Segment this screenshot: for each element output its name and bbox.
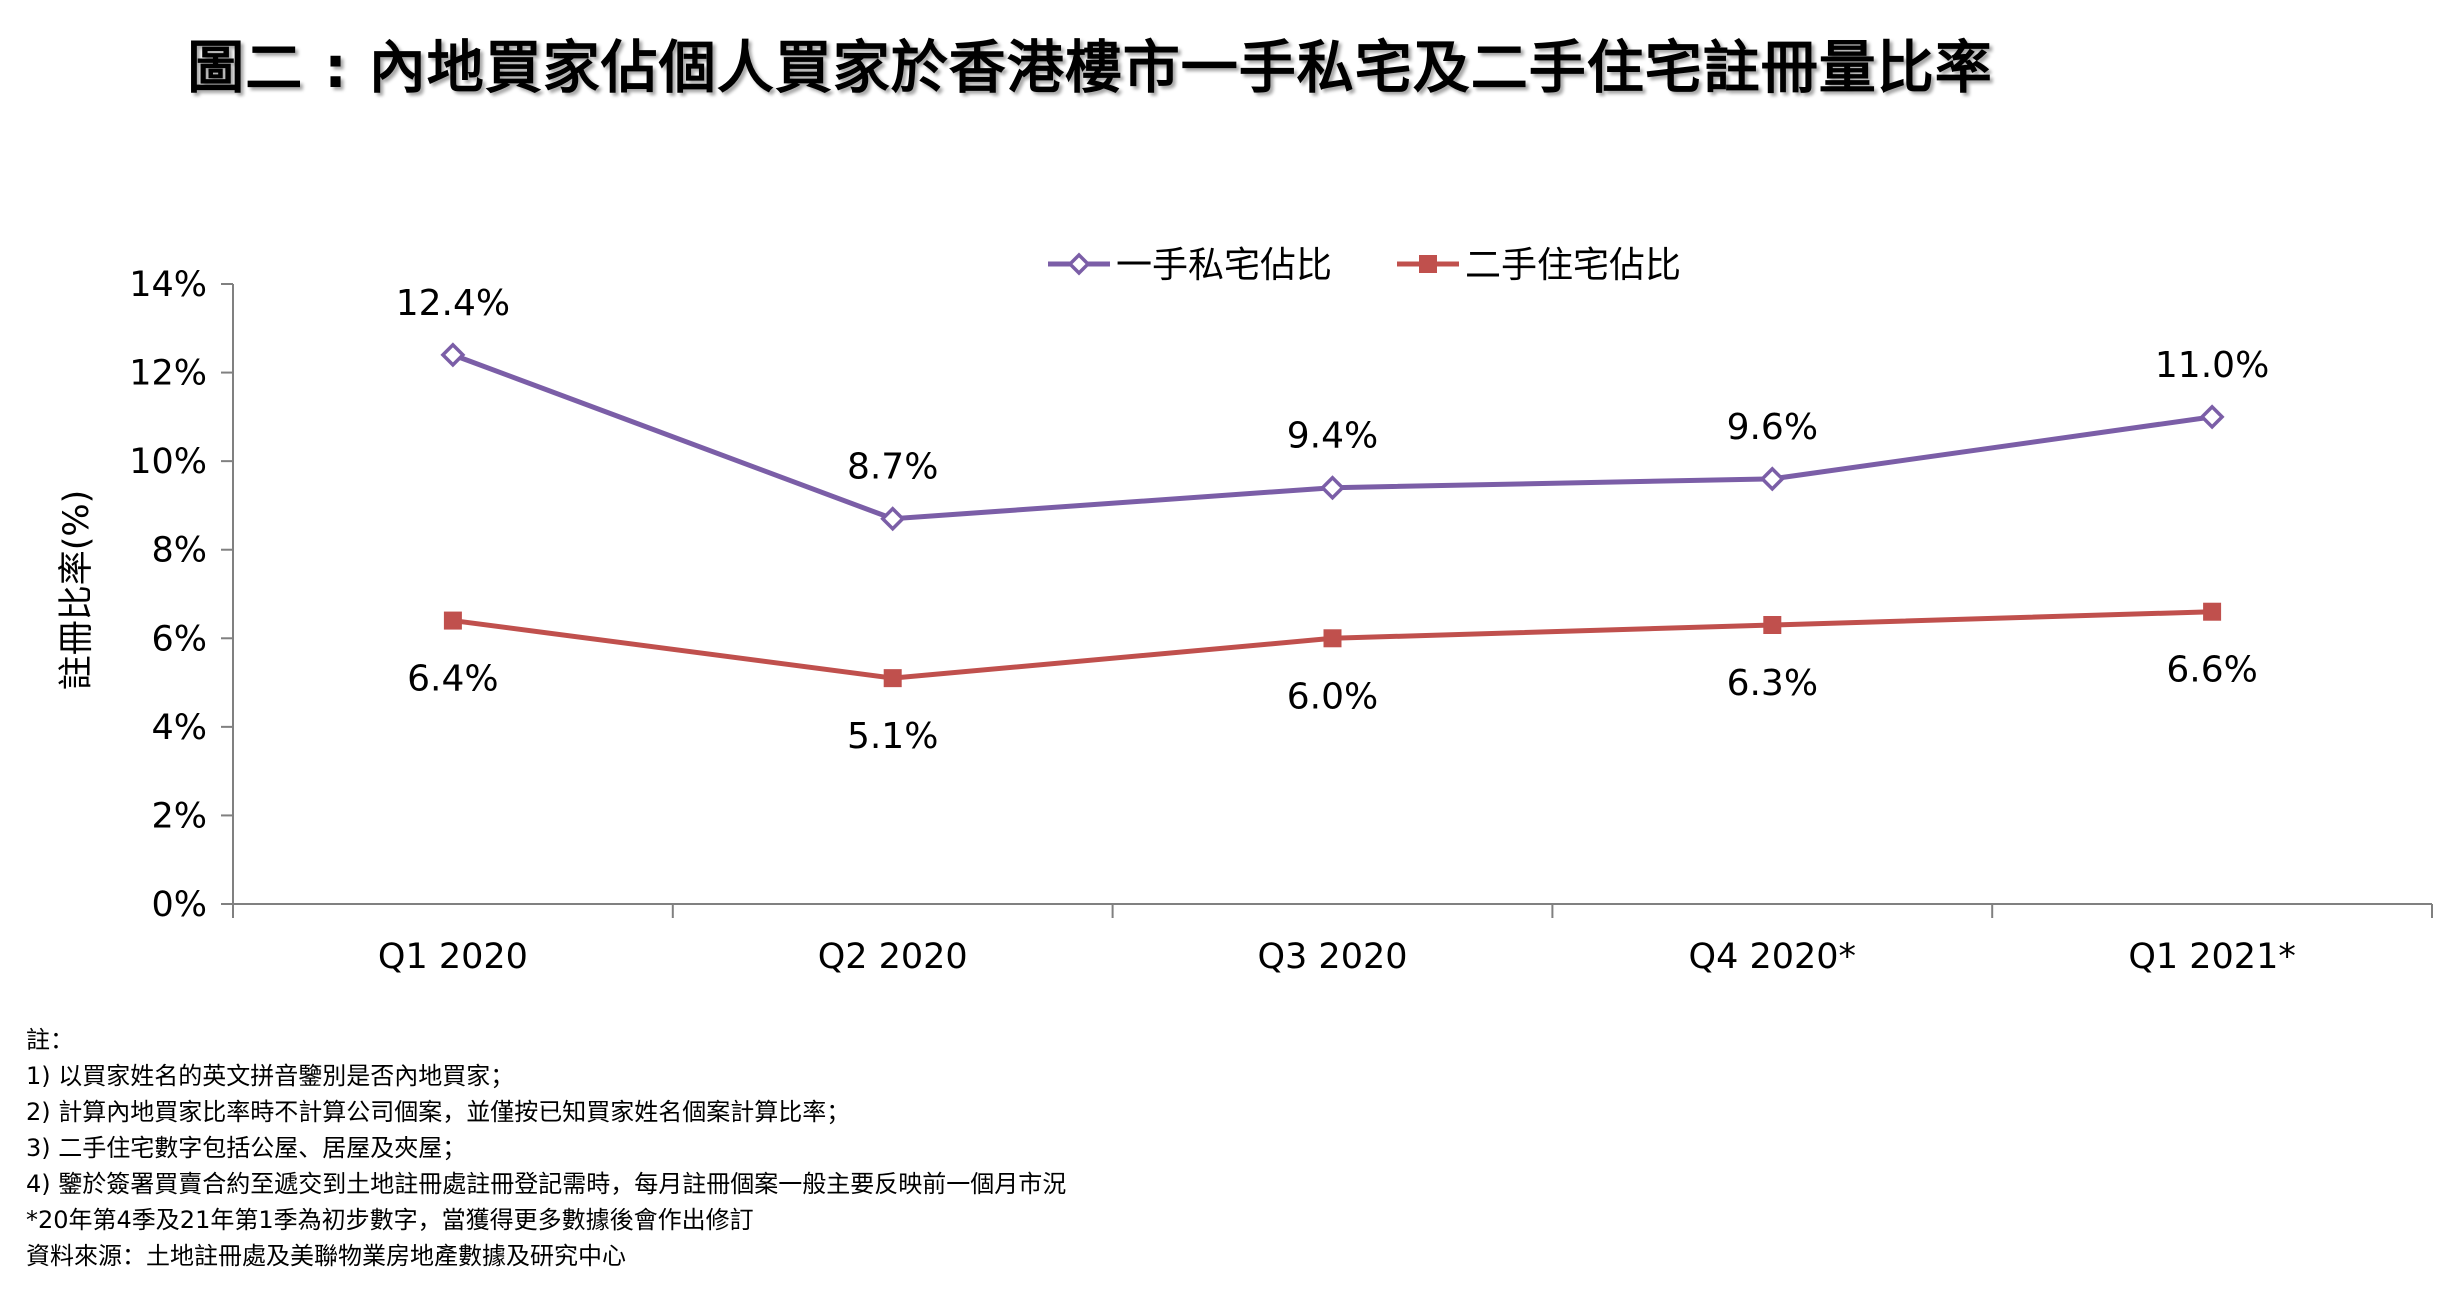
data-label: 8.7% [847, 447, 938, 488]
x-tick-label: Q1 2021* [2128, 937, 2296, 977]
data-label: 5.1% [847, 716, 938, 757]
y-axis-label: 註冊比率(%) [57, 490, 97, 691]
chart-series: 12.4% 8.7% 9.4% 9.6% 11.0% 6.4% 5.1% 6.0% 6.3% 6.… [396, 283, 2270, 757]
data-point [880, 506, 906, 532]
y-tick-label: 4% [151, 708, 207, 748]
legend-marker [1067, 252, 1091, 276]
data-point [440, 342, 466, 368]
note-line: 資料來源：土地註冊處及美聯物業房地產數據及研究中心 [26, 1242, 626, 1270]
y-tick-label: 8% [151, 531, 207, 571]
note-line: 3) 二手住宅數字包括公屋、居屋及夾屋； [26, 1134, 467, 1162]
x-tick-labels: Q1 2020 Q2 2020 Q3 2020 Q4 2020* Q1 2021* [378, 937, 2296, 977]
data-label: 6.0% [1287, 676, 1378, 717]
x-tick-label: Q1 2020 [378, 937, 528, 977]
note-line: *20年第4季及21年第1季為初步數字，當獲得更多數據後會作出修訂 [26, 1206, 754, 1234]
line-chart: 0% 2% 4% 6% 8% 10% 12% 14% Q1 2020 Q2 2020 Q3 202… [57, 245, 2433, 977]
data-point [2199, 404, 2225, 430]
x-tick-label: Q3 2020 [1257, 937, 1407, 977]
data-label: 11.0% [2155, 345, 2269, 386]
y-tick-label: 2% [151, 796, 207, 836]
data-label: 6.4% [407, 659, 498, 700]
data-point [1759, 466, 1785, 492]
data-label: 12.4% [396, 283, 510, 324]
y-tick-label: 10% [129, 442, 207, 482]
chart-legend: 一手私宅佔比 二手住宅佔比 [1048, 245, 1681, 286]
note-line: 1) 以買家姓名的英文拼音鑒別是否內地買家； [26, 1062, 515, 1090]
legend-label: 一手私宅佔比 [1116, 245, 1332, 286]
x-tick-label: Q4 2020* [1689, 937, 1857, 977]
data-label: 9.6% [1727, 407, 1818, 448]
note-line: 4) 鑒於簽署買賣合約至遞交到土地註冊處註冊登記需時，每月註冊個案一般主要反映前… [26, 1170, 1067, 1198]
data-label: 6.3% [1727, 663, 1818, 704]
y-tick-labels: 0% 2% 4% 6% 8% 10% 12% 14% [129, 265, 207, 925]
data-point [443, 611, 462, 630]
legend-marker [1419, 255, 1437, 273]
note-line: 註： [26, 1026, 74, 1054]
data-point [2203, 602, 2222, 621]
data-point [1763, 616, 1782, 634]
chart-title: 圖二 : 內地買家佔個人買家於香港樓市一手私宅及二手住宅註冊量比率 [187, 35, 1993, 101]
data-label: 6.6% [2166, 650, 2257, 691]
legend-label: 二手住宅佔比 [1465, 245, 1681, 286]
y-tick-label: 14% [129, 265, 207, 305]
y-tick-label: 12% [129, 354, 207, 394]
chart-notes: 註： 1) 以買家姓名的英文拼音鑒別是否內地買家； 2) 計算內地買家比率時不計算公… [26, 1022, 1066, 1274]
chart-axes [221, 283, 2433, 918]
data-point [1320, 475, 1345, 501]
y-tick-label: 0% [151, 885, 207, 925]
note-line: 2) 計算內地買家比率時不計算公司個案，並僅按已知買家姓名個案計算比率； [26, 1098, 851, 1126]
data-label: 9.4% [1287, 416, 1378, 457]
data-point [1323, 629, 1342, 648]
data-point [883, 669, 902, 688]
y-tick-label: 6% [151, 619, 207, 659]
x-tick-label: Q2 2020 [818, 937, 968, 977]
